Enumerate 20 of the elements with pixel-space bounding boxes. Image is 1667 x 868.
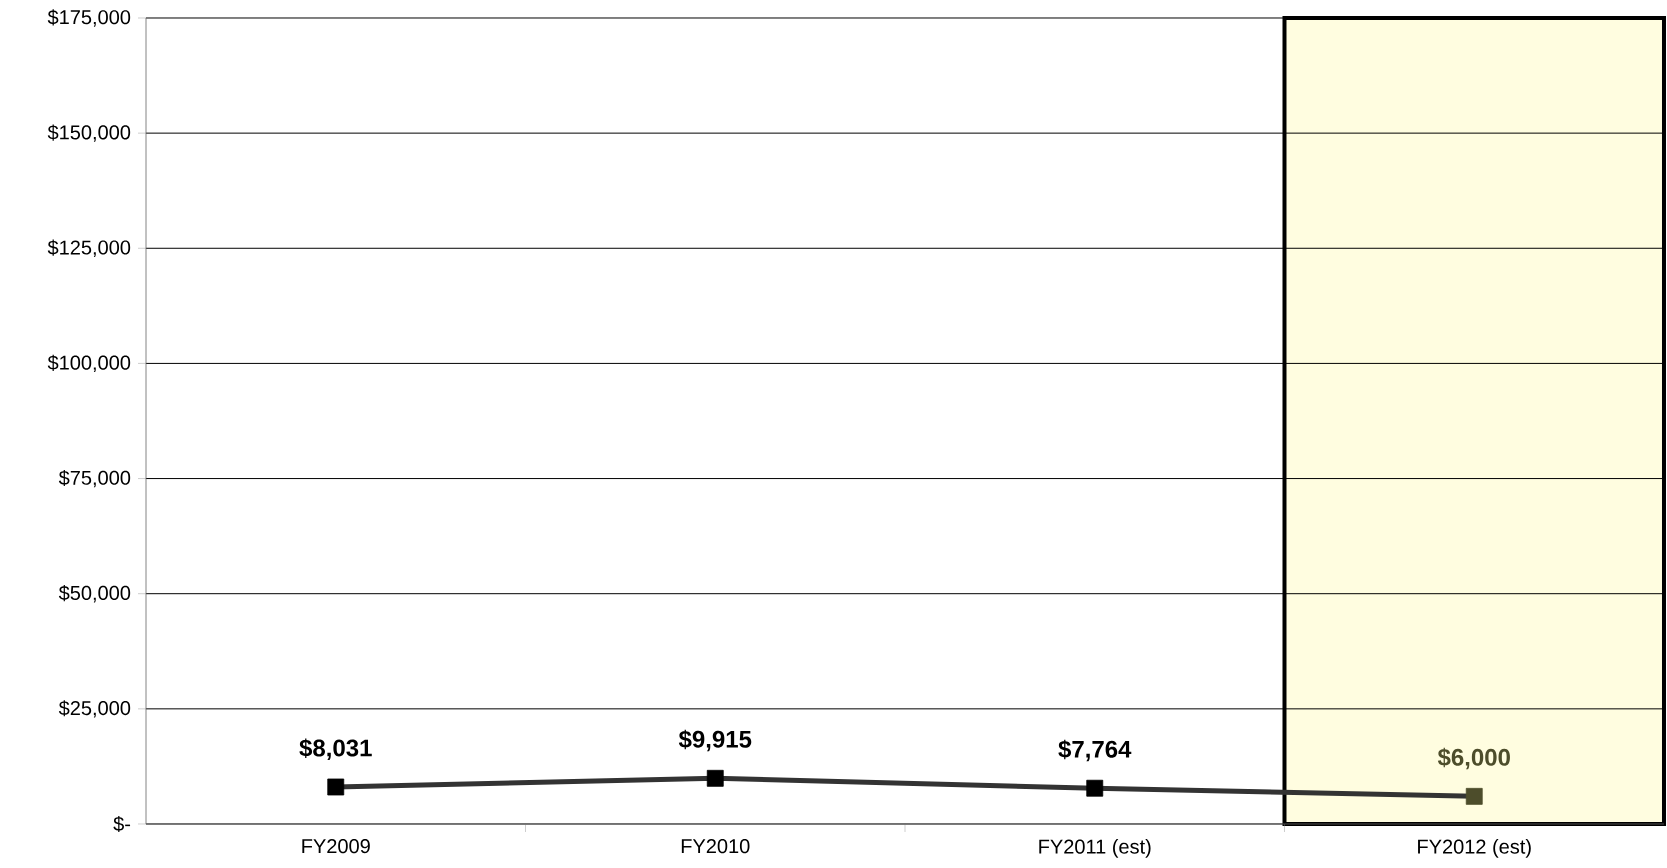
point xyxy=(1086,779,1104,797)
x-tick-label: FY2010 xyxy=(681,839,750,854)
data-label: $8,031 xyxy=(299,738,372,760)
y-tick-label: $175,000 xyxy=(47,9,131,27)
y-tick-label: $- xyxy=(113,815,131,833)
point xyxy=(327,778,345,796)
point xyxy=(1465,787,1483,805)
y-tick-label: $150,000 xyxy=(47,124,131,142)
x-tick-label: FY2012 (est) xyxy=(1418,839,1531,858)
y-tick-label: $75,000 xyxy=(58,469,131,488)
data-label: $7,764 xyxy=(1058,739,1132,762)
x-tick-label: FY2011 (est) xyxy=(1039,839,1151,858)
x-tick-label: FY2009 xyxy=(302,839,370,854)
y-tick-label: $25,000 xyxy=(58,700,131,718)
point xyxy=(706,769,724,787)
data-label: $6,000 xyxy=(1437,747,1510,770)
y-tick-label: $100,000 xyxy=(47,354,131,373)
y-tick-label: $50,000 xyxy=(58,585,131,603)
y-tick-label: $125,000 xyxy=(47,239,131,257)
data-label: $9,915 xyxy=(678,729,752,752)
